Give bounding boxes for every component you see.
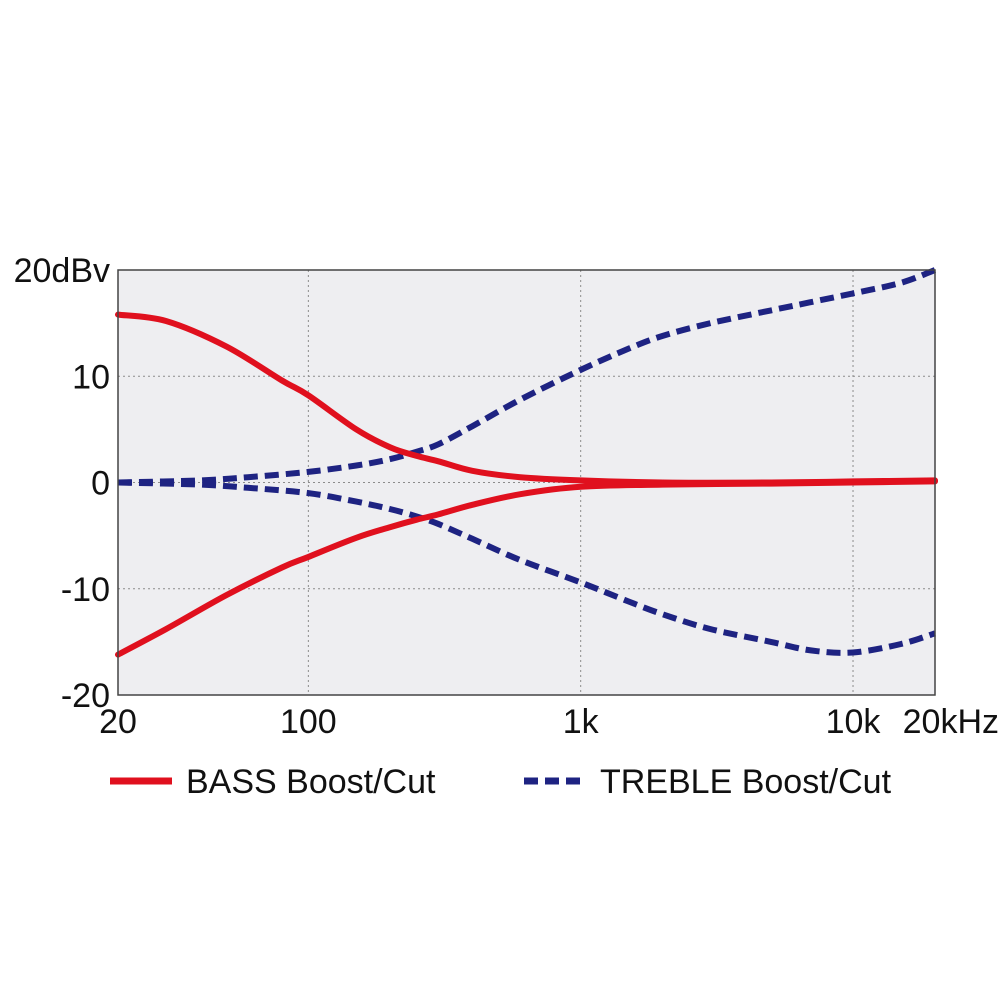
y-tick-label: -10 [61, 571, 110, 609]
treble-cut-curve [117, 479, 936, 656]
legend: BASS Boost/Cut TREBLE Boost/Cut [110, 763, 892, 801]
legend-label-treble: TREBLE Boost/Cut [600, 763, 892, 801]
y-tick-label: 10 [72, 358, 110, 396]
series-curves [115, 267, 938, 658]
x-tick-label: 20kHz [903, 703, 999, 741]
legend-label-bass: BASS Boost/Cut [186, 763, 436, 801]
x-tick-label: 20 [99, 703, 137, 741]
treble-boost-curve [117, 267, 937, 486]
x-tick-label: 10k [826, 703, 882, 741]
x-tick-label: 1k [563, 703, 600, 741]
y-tick-label: 20dBv [14, 252, 110, 290]
plot-border [117, 269, 936, 696]
y-tick-label: 0 [91, 465, 110, 503]
bass-cut-curve [115, 478, 938, 658]
x-tick-label: 100 [280, 703, 337, 741]
y-tick-label: -20 [61, 677, 110, 715]
